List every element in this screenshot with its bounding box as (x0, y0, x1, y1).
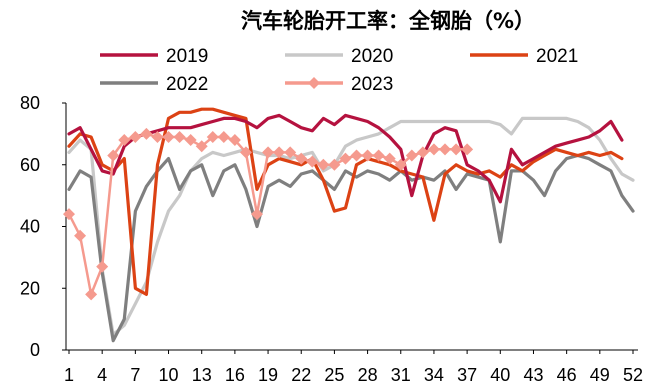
series-2023 (63, 127, 474, 301)
chart-title: 汽车轮胎开工率：全钢胎（%） (241, 9, 535, 33)
data-point-2023 (107, 149, 120, 162)
data-point-2023 (217, 130, 230, 143)
legend-label: 2020 (351, 46, 393, 67)
data-point-2023 (439, 143, 451, 156)
data-point-2023 (63, 208, 75, 221)
data-point-2023 (317, 158, 330, 171)
x-tick-label: 46 (557, 365, 577, 385)
data-point-2023 (151, 130, 164, 143)
legend-item-2020: 2020 (285, 46, 393, 67)
legend: 2019 2020 2021 2022 2023 (100, 46, 578, 95)
data-point-2023 (129, 130, 142, 143)
y-ticks: 0 20 40 60 80 (20, 93, 66, 360)
data-point-2023 (306, 155, 319, 168)
data-point-2023 (228, 134, 241, 147)
series-line-2021 (67, 107, 624, 296)
series-line-2020 (67, 116, 635, 337)
data-point-2023 (173, 130, 186, 143)
x-tick-label: 22 (291, 365, 311, 385)
x-ticks: 1 4 7 10 13 16 19 22 25 28 31 34 37 40 43 46 49 52 (64, 350, 643, 385)
x-tick-label: 40 (490, 365, 510, 385)
series-line-2022 (67, 153, 635, 343)
data-point-2023 (262, 146, 275, 159)
x-tick-label: 49 (590, 365, 610, 385)
data-point-2023 (394, 158, 407, 171)
data-point-2023 (339, 152, 352, 165)
data-point-2023 (206, 130, 219, 143)
x-tick-label: 10 (159, 365, 179, 385)
legend-label: 2019 (166, 46, 208, 67)
data-point-2023 (405, 149, 418, 162)
y-tick-label: 60 (20, 155, 40, 175)
data-point-2023 (85, 288, 98, 301)
legend-label: 2021 (536, 46, 578, 67)
data-point-2023 (350, 149, 363, 162)
data-point-2023 (328, 158, 341, 171)
data-point-2023 (372, 149, 385, 162)
x-tick-label: 4 (97, 365, 107, 385)
x-tick-label: 16 (225, 365, 245, 385)
legend-item-2023: 2023 (285, 74, 393, 95)
x-tick-label: 1 (64, 365, 74, 385)
data-point-2023 (195, 140, 208, 153)
data-point-2023 (273, 146, 286, 159)
legend-label: 2023 (351, 74, 393, 95)
x-tick-label: 7 (130, 365, 140, 385)
legend-item-2021: 2021 (470, 46, 578, 67)
data-point-2023 (295, 152, 308, 165)
x-tick-label: 28 (358, 365, 378, 385)
x-tick-label: 43 (523, 365, 543, 385)
legend-marker (308, 77, 320, 89)
x-tick-label: 25 (324, 365, 344, 385)
axes: 0 20 40 60 80 1 4 7 10 13 16 19 22 25 28 31 34 37 40 43 46 4… (20, 93, 643, 385)
x-tick-label: 37 (457, 365, 477, 385)
data-point-2023 (383, 152, 396, 165)
series-line-2019 (67, 113, 624, 204)
data-point-2023 (284, 146, 297, 159)
data-point-2023 (140, 127, 153, 140)
data-point-2023 (461, 143, 474, 156)
x-tick-label: 52 (623, 365, 643, 385)
data-point-2023 (74, 229, 87, 242)
data-point-2023 (162, 130, 175, 143)
series-2020 (67, 116, 635, 337)
x-tick-label: 13 (192, 365, 212, 385)
data-point-2023 (361, 149, 374, 162)
legend-item-2019: 2019 (100, 46, 208, 67)
data-point-2023 (239, 146, 252, 159)
data-point-2023 (118, 134, 131, 147)
plot-area (63, 107, 635, 343)
series-2021 (67, 107, 624, 296)
data-point-2023 (427, 143, 440, 156)
data-point-2023 (96, 260, 109, 273)
data-point-2023 (184, 134, 197, 147)
series-2022 (67, 153, 635, 343)
data-point-2023 (251, 208, 263, 221)
series-2019 (67, 113, 624, 204)
data-point-2023 (416, 146, 429, 159)
x-tick-label: 31 (391, 365, 411, 385)
x-tick-label: 19 (258, 365, 278, 385)
x-tick-label: 34 (424, 365, 444, 385)
data-point-2023 (450, 143, 463, 156)
y-tick-label: 40 (20, 217, 40, 237)
legend-item-2022: 2022 (100, 74, 208, 95)
legend-label: 2022 (166, 74, 208, 95)
y-tick-label: 80 (20, 93, 40, 113)
y-tick-label: 20 (20, 278, 40, 298)
y-tick-label: 0 (30, 340, 40, 360)
